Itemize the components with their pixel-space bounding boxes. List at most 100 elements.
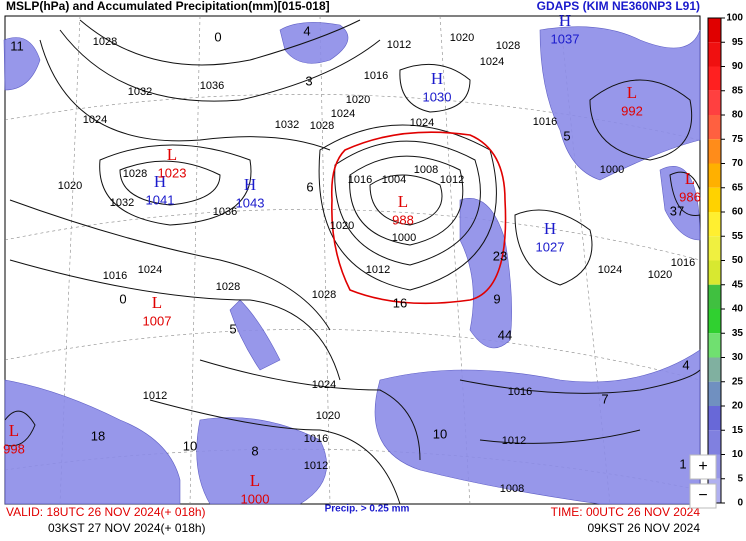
precip-label: 4 [682, 357, 689, 372]
colorbar-segment [708, 66, 721, 91]
isobar-label: 1024 [138, 264, 162, 276]
zoom-in-label[interactable]: + [698, 458, 707, 475]
isobar-label: 1012 [440, 174, 464, 186]
precip-label: 10 [433, 426, 447, 441]
isobar-label: 1024 [331, 108, 355, 120]
precip-label: 11 [10, 38, 24, 53]
isobar-label: 1020 [330, 220, 354, 232]
colorbar-segment [708, 236, 721, 261]
precip-label: 0 [119, 291, 126, 306]
isobar-label: 1028 [216, 281, 240, 293]
isobar-label: 1016 [348, 174, 372, 186]
isobar-label: 1032 [128, 86, 152, 98]
isobar-label: 1024 [83, 114, 107, 126]
precip-label: 9 [493, 291, 500, 306]
precip-label: 44 [498, 327, 512, 342]
colorbar-segment [708, 18, 721, 43]
precip-label: 7 [601, 391, 608, 406]
pressure-center-value: 1030 [423, 89, 452, 104]
pressure-center-value: 1023 [158, 165, 187, 180]
colorbar-segment [708, 115, 721, 140]
isobar-label: 1012 [366, 264, 390, 276]
isobar-label: 1016 [103, 270, 127, 282]
colorbar-tick-label: 40 [732, 304, 744, 315]
zoom-in-button[interactable]: + [689, 454, 717, 480]
colorbar-segment [708, 90, 721, 115]
isobar-label: 1024 [480, 56, 504, 68]
isobar-label: 1012 [304, 460, 328, 472]
colorbar-tick-label: 5 [737, 473, 743, 484]
graticule [4, 15, 701, 505]
pressure-center-value: 992 [621, 103, 643, 118]
colorbar-segment [708, 333, 721, 358]
pressure-center-value: 1043 [236, 195, 265, 210]
isobar-label: 1008 [500, 483, 524, 495]
precip-label: 37 [670, 203, 684, 218]
colorbar-tick-label: 60 [732, 207, 744, 218]
isobar-label: 1000 [600, 164, 624, 176]
pressure-center-letter: L [398, 192, 408, 211]
precip-label: 0 [214, 29, 221, 44]
precip-label: 10 [183, 438, 197, 453]
isobar-label: 1020 [450, 32, 474, 44]
pressure-center-letter: H [154, 172, 166, 191]
precip-label: 5 [229, 321, 236, 336]
isobar-label: 1008 [414, 164, 438, 176]
pressure-center-value: 1000 [241, 491, 270, 506]
colorbar-segment [708, 284, 721, 309]
time-kst: 09KST 26 NOV 2024 [587, 521, 700, 535]
precip-label: 5 [563, 128, 570, 143]
colorbar-tick-label: 0 [737, 498, 743, 509]
isobar-label: 1020 [58, 180, 82, 192]
precip-label: 6 [306, 179, 313, 194]
isobar-label: 1036 [200, 80, 224, 92]
colorbar-segment [708, 260, 721, 285]
colorbar-tick-label: 70 [732, 158, 744, 169]
colorbar-tick-label: 35 [732, 328, 744, 339]
zoom-out-label[interactable]: − [698, 487, 707, 504]
isobar-label: 1020 [346, 94, 370, 106]
colorbar: 1009590858075706560555045403530252015105… [707, 13, 744, 509]
colorbar-segment [708, 139, 721, 164]
precip-label: 3 [305, 73, 312, 88]
colorbar-tick-label: 25 [732, 376, 744, 387]
colorbar-tick-label: 75 [732, 134, 744, 145]
precip-note: Precip. > 0.25 mm [325, 504, 410, 515]
pressure-center-letter: L [167, 145, 177, 164]
colorbar-segment [708, 406, 721, 431]
pressure-center-letter: L [685, 169, 695, 188]
colorbar-tick-label: 95 [732, 37, 744, 48]
pressure-center-value: 998 [3, 441, 25, 456]
colorbar-tick-label: 85 [732, 85, 744, 96]
isobar-label: 1024 [312, 379, 336, 391]
zoom-in-box[interactable] [689, 454, 717, 480]
colorbar-segment [708, 357, 721, 382]
pressure-center-value: 1041 [146, 192, 175, 207]
colorbar-tick-label: 45 [732, 279, 744, 290]
highlight-circle [330, 131, 507, 305]
pressure-center-value: 1027 [536, 239, 565, 254]
colorbar-segment [708, 42, 721, 67]
colorbar-segment [708, 381, 721, 406]
isobar-label: 1032 [275, 119, 299, 131]
isobar-label: 1028 [496, 40, 520, 52]
isobar-label: 1016 [508, 386, 532, 398]
isobar-label: 1000 [392, 232, 416, 244]
isobar-label: 1032 [110, 197, 134, 209]
precip-label: 1 [679, 456, 686, 471]
pressure-center-value: 988 [392, 212, 414, 227]
isobar-label: 1028 [310, 120, 334, 132]
colorbar-tick-label: 65 [732, 182, 744, 193]
zoom-out-box[interactable] [689, 483, 717, 509]
isobar-label: 1028 [93, 36, 117, 48]
pressure-center-letter: L [9, 421, 19, 440]
colorbar-tick-label: 100 [726, 13, 743, 24]
zoom-out-button[interactable]: − [689, 483, 717, 509]
precip-label: 18 [91, 428, 105, 443]
precipitation-areas [3, 22, 701, 505]
precip-label: 8 [251, 443, 258, 458]
isobar-label: 1016 [671, 257, 695, 269]
pressure-center-letter: L [627, 83, 637, 102]
colorbar-segment [708, 187, 721, 212]
isobar-label: 1020 [648, 269, 672, 281]
